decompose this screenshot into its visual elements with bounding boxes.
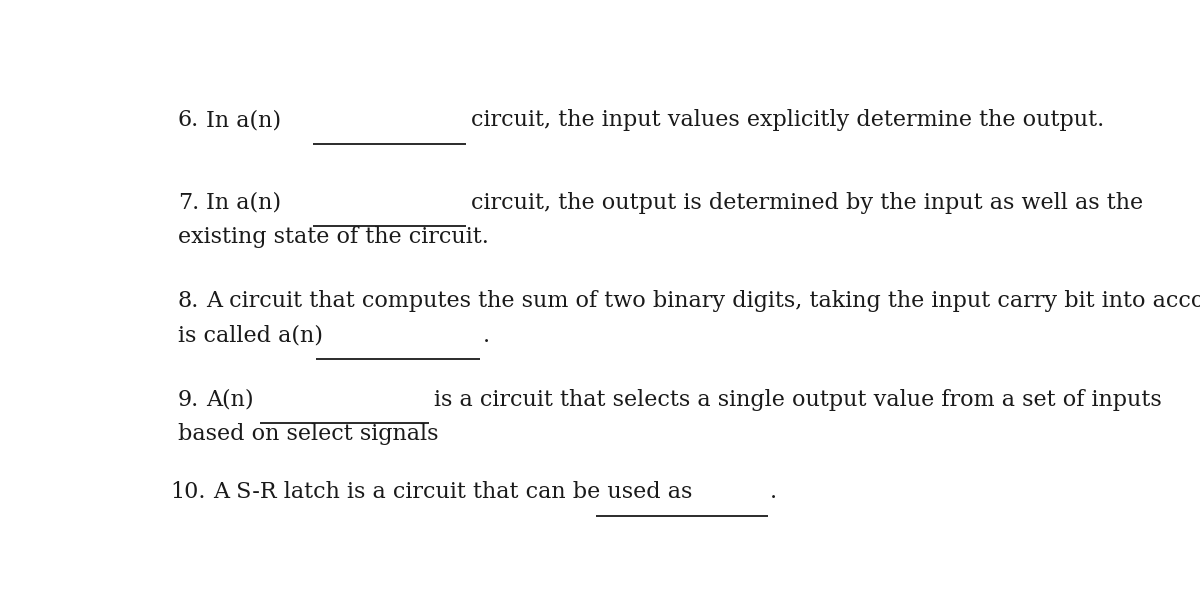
Text: In a(n): In a(n) xyxy=(206,109,281,131)
Text: 8.: 8. xyxy=(178,290,199,312)
Text: 10.: 10. xyxy=(170,481,206,503)
Text: is a circuit that selects a single output value from a set of inputs: is a circuit that selects a single outpu… xyxy=(433,389,1162,411)
Text: is called a(n): is called a(n) xyxy=(178,325,323,347)
Text: In a(n): In a(n) xyxy=(206,192,281,214)
Text: based on select signals: based on select signals xyxy=(178,423,438,445)
Text: A S-R latch is a circuit that can be used as: A S-R latch is a circuit that can be use… xyxy=(214,481,692,503)
Text: circuit, the input values explicitly determine the output.: circuit, the input values explicitly det… xyxy=(470,109,1104,131)
Text: .: . xyxy=(770,481,778,503)
Text: .: . xyxy=(482,325,490,347)
Text: 6.: 6. xyxy=(178,109,199,131)
Text: A(n): A(n) xyxy=(206,389,253,411)
Text: existing state of the circuit.: existing state of the circuit. xyxy=(178,226,488,248)
Text: circuit, the output is determined by the input as well as the: circuit, the output is determined by the… xyxy=(470,192,1142,214)
Text: 7.: 7. xyxy=(178,192,199,214)
Text: A circuit that computes the sum of two binary digits, taking the input carry bit: A circuit that computes the sum of two b… xyxy=(206,290,1200,312)
Text: 9.: 9. xyxy=(178,389,199,411)
